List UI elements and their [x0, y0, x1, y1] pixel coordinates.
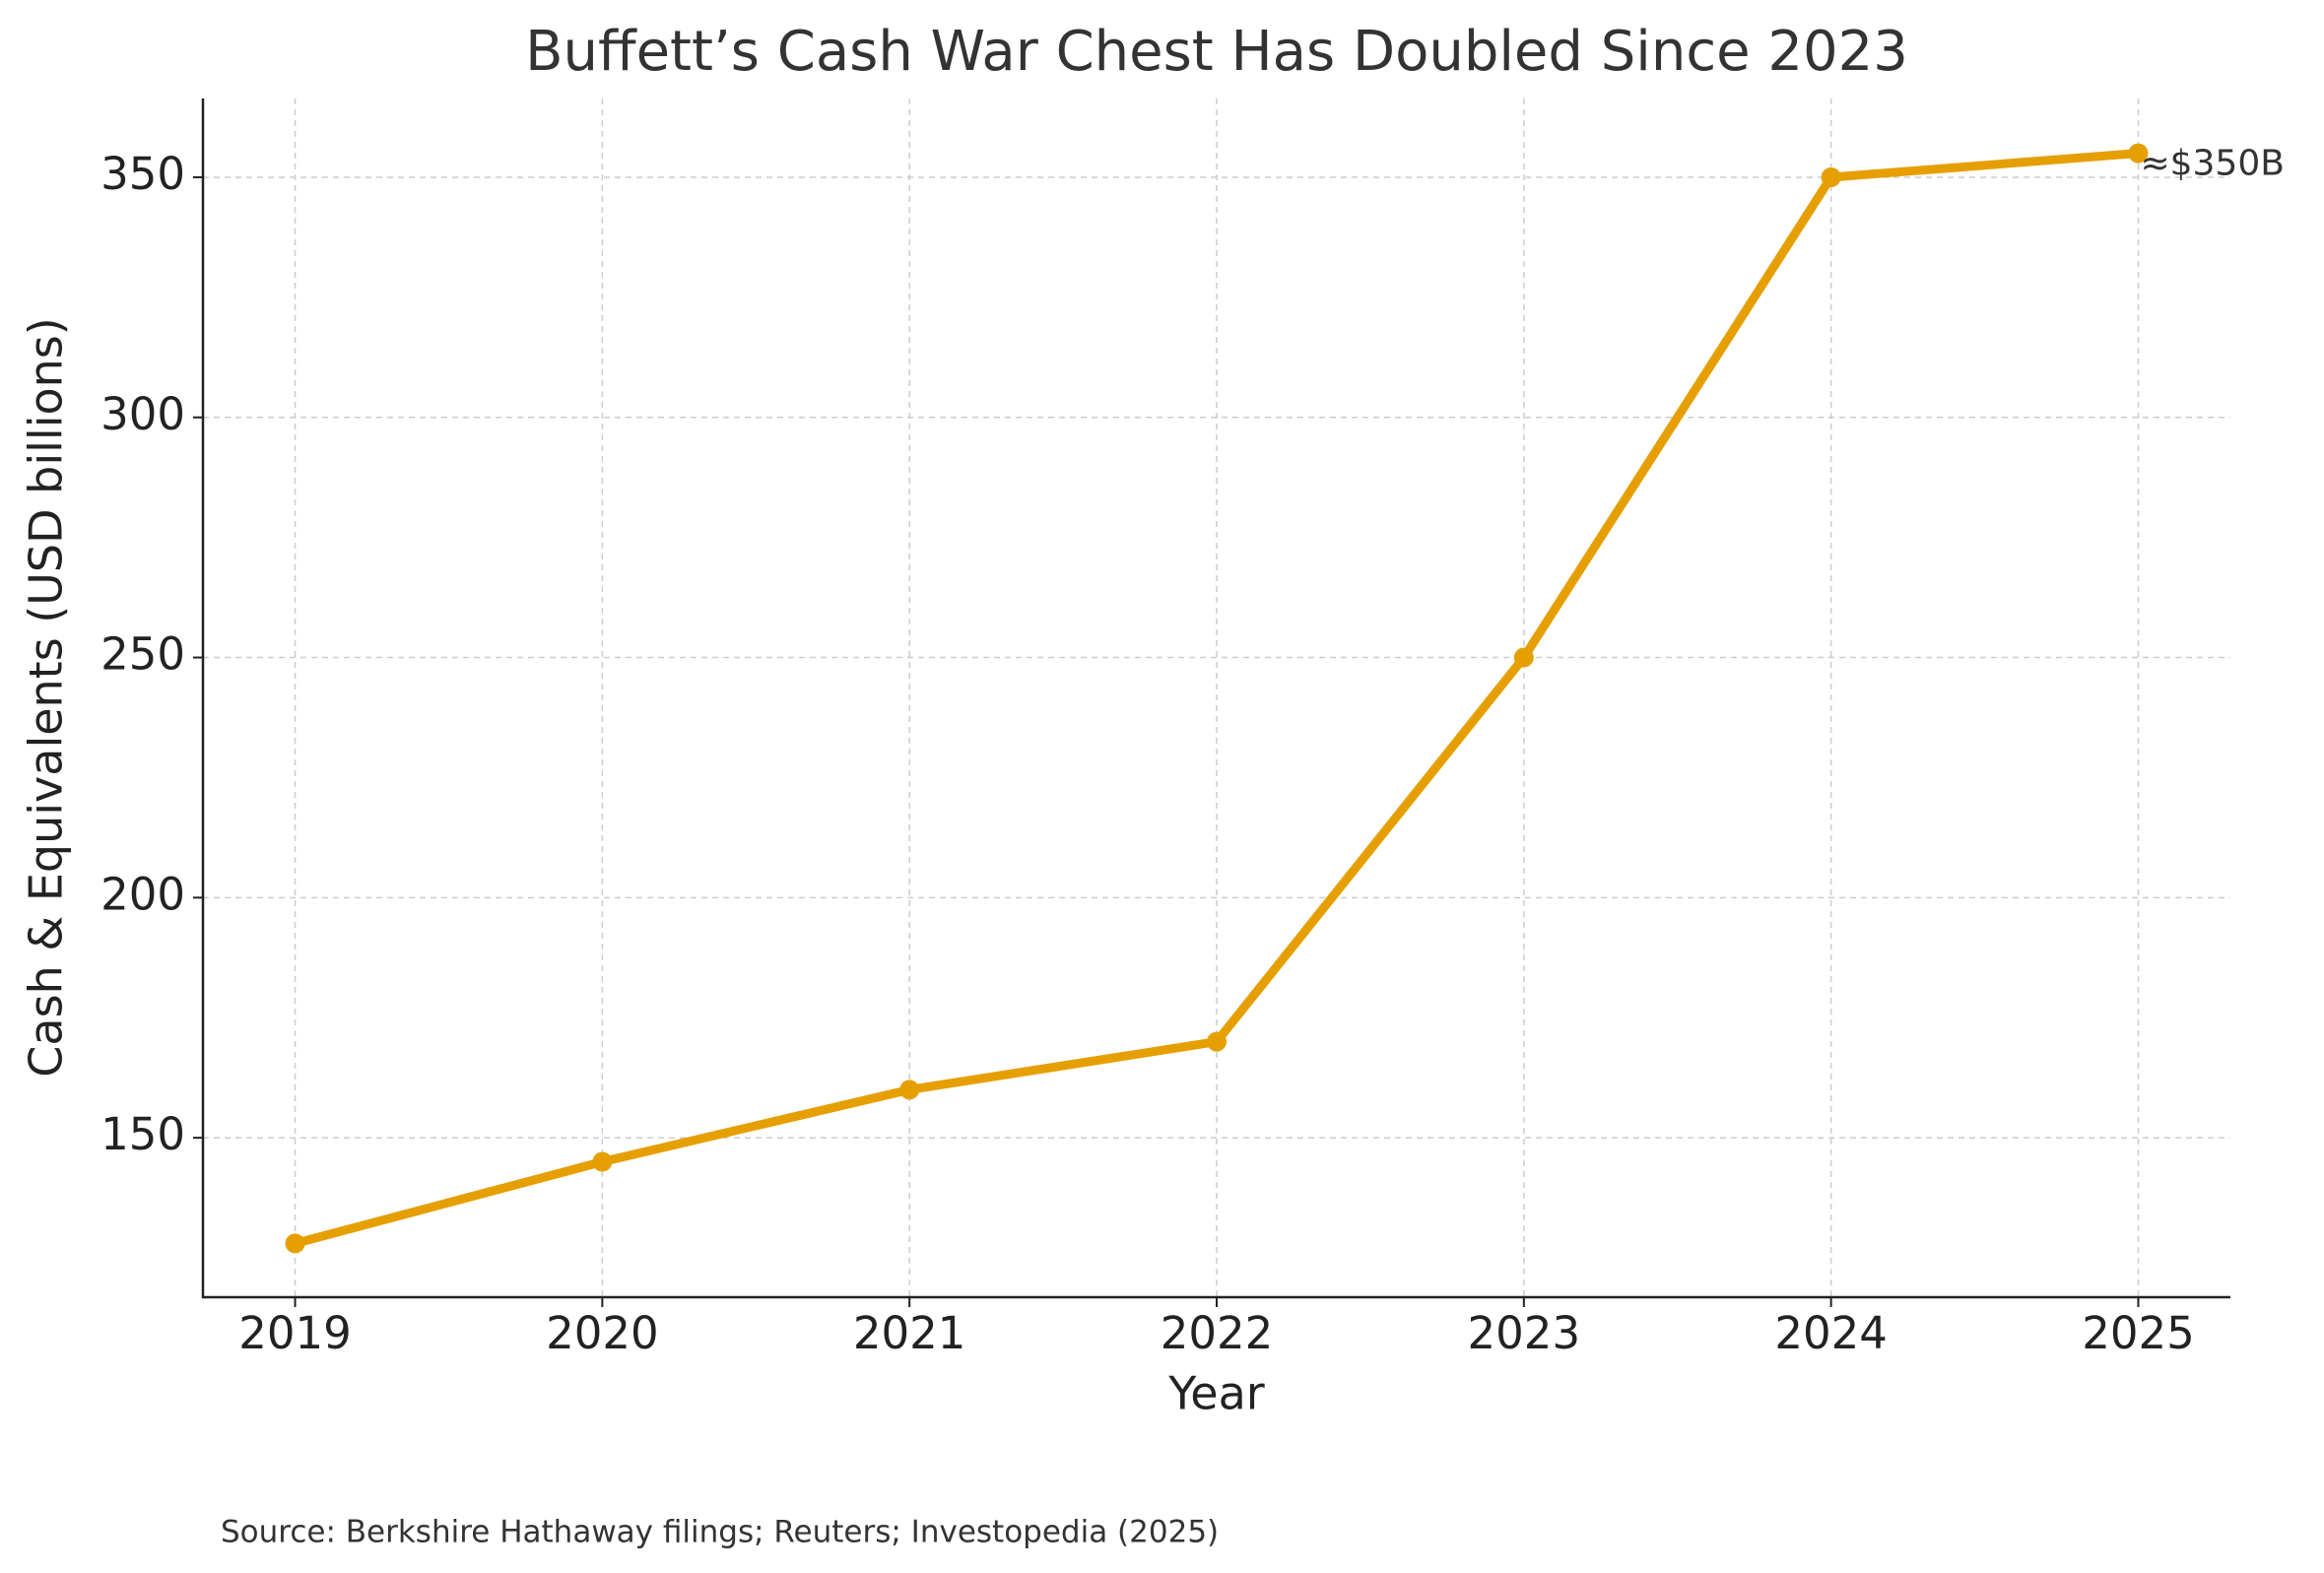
x-tick-label: 2022 — [1161, 1307, 1274, 1359]
data-point — [2128, 143, 2149, 164]
y-axis-label: Cash & Equivalents (USD billions) — [20, 317, 73, 1077]
source-note: Source: Berkshire Hathaway filings; Reut… — [221, 1515, 1219, 1550]
data-point — [1821, 166, 1841, 187]
data-point — [1207, 1031, 1227, 1052]
x-axis-label: Year — [1167, 1367, 1264, 1420]
data-point — [899, 1080, 920, 1100]
y-tick-label: 150 — [100, 1108, 185, 1160]
y-tick-label: 250 — [100, 628, 185, 681]
x-tick-label: 2020 — [546, 1307, 659, 1359]
y-tick-label: 200 — [100, 868, 185, 920]
x-tick-label: 2025 — [2082, 1307, 2195, 1359]
x-tick-label: 2024 — [1774, 1307, 1888, 1359]
x-tick-label: 2021 — [853, 1307, 966, 1359]
y-tick-label: 350 — [100, 148, 185, 200]
data-point — [285, 1233, 305, 1254]
chart-title: Buffett’s Cash War Chest Has Doubled Sin… — [525, 20, 1908, 84]
data-point — [592, 1151, 613, 1172]
y-tick-label: 300 — [100, 388, 185, 440]
data-point — [1513, 647, 1534, 668]
annotation: ≈$350B — [2140, 144, 2284, 184]
x-tick-label: 2023 — [1468, 1307, 1581, 1359]
x-tick-label: 2019 — [238, 1307, 352, 1359]
